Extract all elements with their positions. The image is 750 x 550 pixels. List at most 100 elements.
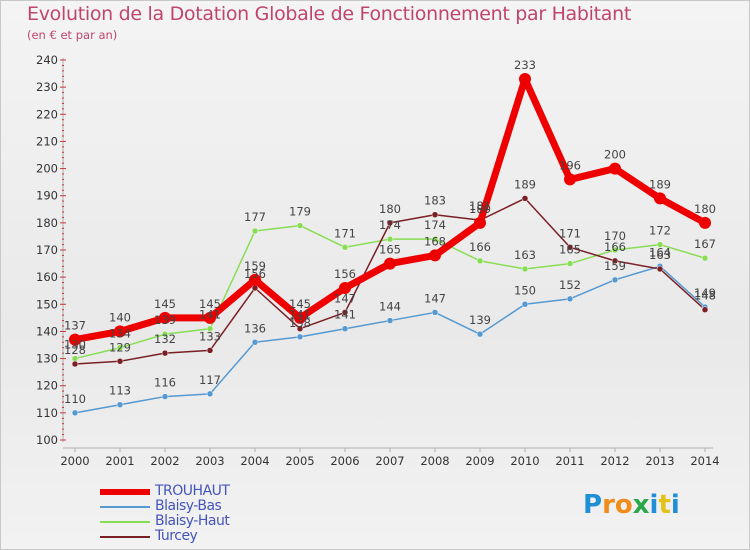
data-label-turcey: 180 — [379, 202, 401, 216]
data-label-blaisy-haut: 163 — [514, 248, 536, 262]
data-point-trouhaut — [294, 311, 306, 324]
data-label-turcey: 148 — [694, 289, 716, 303]
data-label-trouhaut: 145 — [199, 297, 221, 311]
data-label-turcey: 147 — [334, 291, 356, 305]
data-label-blaisy-haut: 134 — [109, 327, 131, 341]
data-point-blaisy-bas — [296, 333, 304, 341]
x-tick-label: 2010 — [510, 454, 539, 468]
data-label-blaisy-haut: 172 — [649, 224, 671, 238]
data-label-blaisy-bas: 139 — [469, 313, 491, 327]
data-point-blaisy-haut — [431, 235, 439, 243]
data-label-trouhaut: 233 — [514, 58, 536, 72]
x-tick-label: 2008 — [420, 454, 449, 468]
data-point-trouhaut — [384, 257, 396, 270]
y-tick-label: 230 — [36, 80, 58, 94]
data-label-blaisy-bas: 113 — [109, 384, 131, 398]
data-point-trouhaut — [609, 162, 621, 175]
data-label-turcey: 166 — [604, 240, 626, 254]
data-label-turcey: 141 — [289, 308, 311, 322]
data-label-blaisy-bas: 152 — [559, 278, 581, 292]
data-label-trouhaut: 200 — [604, 148, 626, 162]
x-tick-label: 2000 — [60, 454, 89, 468]
data-label-blaisy-bas: 147 — [424, 291, 446, 305]
data-point-trouhaut — [69, 333, 81, 346]
logo-letter: i — [649, 490, 659, 520]
data-label-blaisy-bas: 141 — [334, 308, 356, 322]
data-label-blaisy-bas: 110 — [64, 392, 86, 406]
data-point-blaisy-haut — [701, 254, 709, 262]
data-label-blaisy-haut: 174 — [379, 218, 401, 232]
legend-label-blaisy-bas: Blaisy-Bas — [155, 498, 222, 514]
chart-axes: 100 110 120 130 140 150 160 170 180 190 200 210 220 2… — [36, 53, 720, 468]
data-point-trouhaut — [249, 273, 261, 286]
data-point-turcey — [701, 306, 709, 313]
x-tick-label: 2004 — [240, 454, 269, 468]
data-point-trouhaut — [699, 216, 711, 229]
data-point-blaisy-bas — [566, 295, 574, 303]
logo-letter: o — [614, 490, 633, 520]
data-point-trouhaut — [159, 311, 171, 324]
data-label-turcey: 132 — [154, 332, 176, 346]
data-point-trouhaut — [564, 173, 576, 186]
data-point-blaisy-bas — [161, 393, 169, 400]
data-label-blaisy-haut: 170 — [604, 229, 626, 243]
data-label-blaisy-bas: 150 — [514, 283, 536, 297]
data-label-blaisy-haut: 166 — [469, 240, 491, 254]
logo-letter: r — [602, 490, 615, 520]
logo-letter: i — [670, 490, 680, 520]
chart-title: Evolution de la Dotation Globale de Fonc… — [27, 3, 632, 25]
data-label-blaisy-bas: 138 — [289, 316, 311, 330]
legend-swatch-blaisy-haut — [100, 521, 150, 523]
data-point-blaisy-bas — [476, 330, 484, 338]
x-tick-label: 2005 — [285, 454, 314, 468]
data-label-blaisy-bas: 136 — [244, 321, 266, 335]
legend-swatch-blaisy-bas — [100, 506, 150, 508]
data-point-blaisy-haut — [251, 227, 259, 235]
data-point-turcey — [251, 284, 259, 292]
data-label-blaisy-haut: 139 — [154, 313, 176, 327]
data-point-turcey — [296, 325, 304, 332]
data-label-turcey: 181 — [469, 199, 491, 213]
data-label-blaisy-haut: 174 — [424, 218, 446, 232]
data-point-trouhaut — [519, 73, 531, 85]
data-point-blaisy-haut — [341, 244, 349, 251]
data-point-turcey — [71, 360, 79, 368]
y-tick-label: 220 — [36, 107, 58, 121]
logo-letter: x — [632, 490, 650, 520]
chart-subtitle: (en € et par an) — [27, 28, 118, 42]
data-label-turcey: 171 — [559, 226, 581, 240]
proxiti-logo: Proxiti — [583, 490, 680, 520]
data-label-trouhaut: 140 — [109, 310, 131, 324]
data-label-turcey: 129 — [109, 340, 131, 354]
data-label-blaisy-haut: 167 — [694, 237, 716, 251]
data-label-trouhaut: 145 — [154, 297, 176, 311]
chart-data-points — [69, 73, 711, 417]
data-point-turcey — [116, 358, 124, 365]
data-label-blaisy-bas: 164 — [649, 245, 671, 259]
data-point-blaisy-bas — [431, 309, 439, 316]
data-point-blaisy-bas — [71, 409, 79, 417]
data-point-blaisy-bas — [611, 276, 619, 284]
x-tick-label: 2002 — [150, 454, 179, 468]
y-tick-label: 120 — [36, 379, 58, 393]
legend-label-trouhaut: TROUHAUT — [155, 483, 230, 499]
data-point-blaisy-bas — [206, 390, 214, 398]
data-point-blaisy-haut — [521, 265, 529, 273]
data-label-blaisy-bas: 116 — [154, 376, 176, 390]
data-point-turcey — [386, 219, 394, 227]
data-point-trouhaut — [114, 325, 126, 338]
data-point-blaisy-bas — [116, 401, 124, 408]
data-label-turcey: 133 — [199, 329, 221, 343]
data-point-turcey — [521, 195, 529, 202]
data-point-turcey — [161, 349, 169, 357]
data-label-blaisy-haut: 171 — [334, 226, 356, 240]
y-tick-label: 240 — [36, 53, 58, 67]
data-point-turcey — [206, 347, 214, 354]
data-point-blaisy-haut — [476, 257, 484, 265]
data-point-blaisy-haut — [611, 246, 619, 254]
y-tick-label: 210 — [36, 134, 58, 148]
data-point-blaisy-haut — [206, 325, 214, 332]
data-label-turcey: 156 — [244, 267, 266, 281]
